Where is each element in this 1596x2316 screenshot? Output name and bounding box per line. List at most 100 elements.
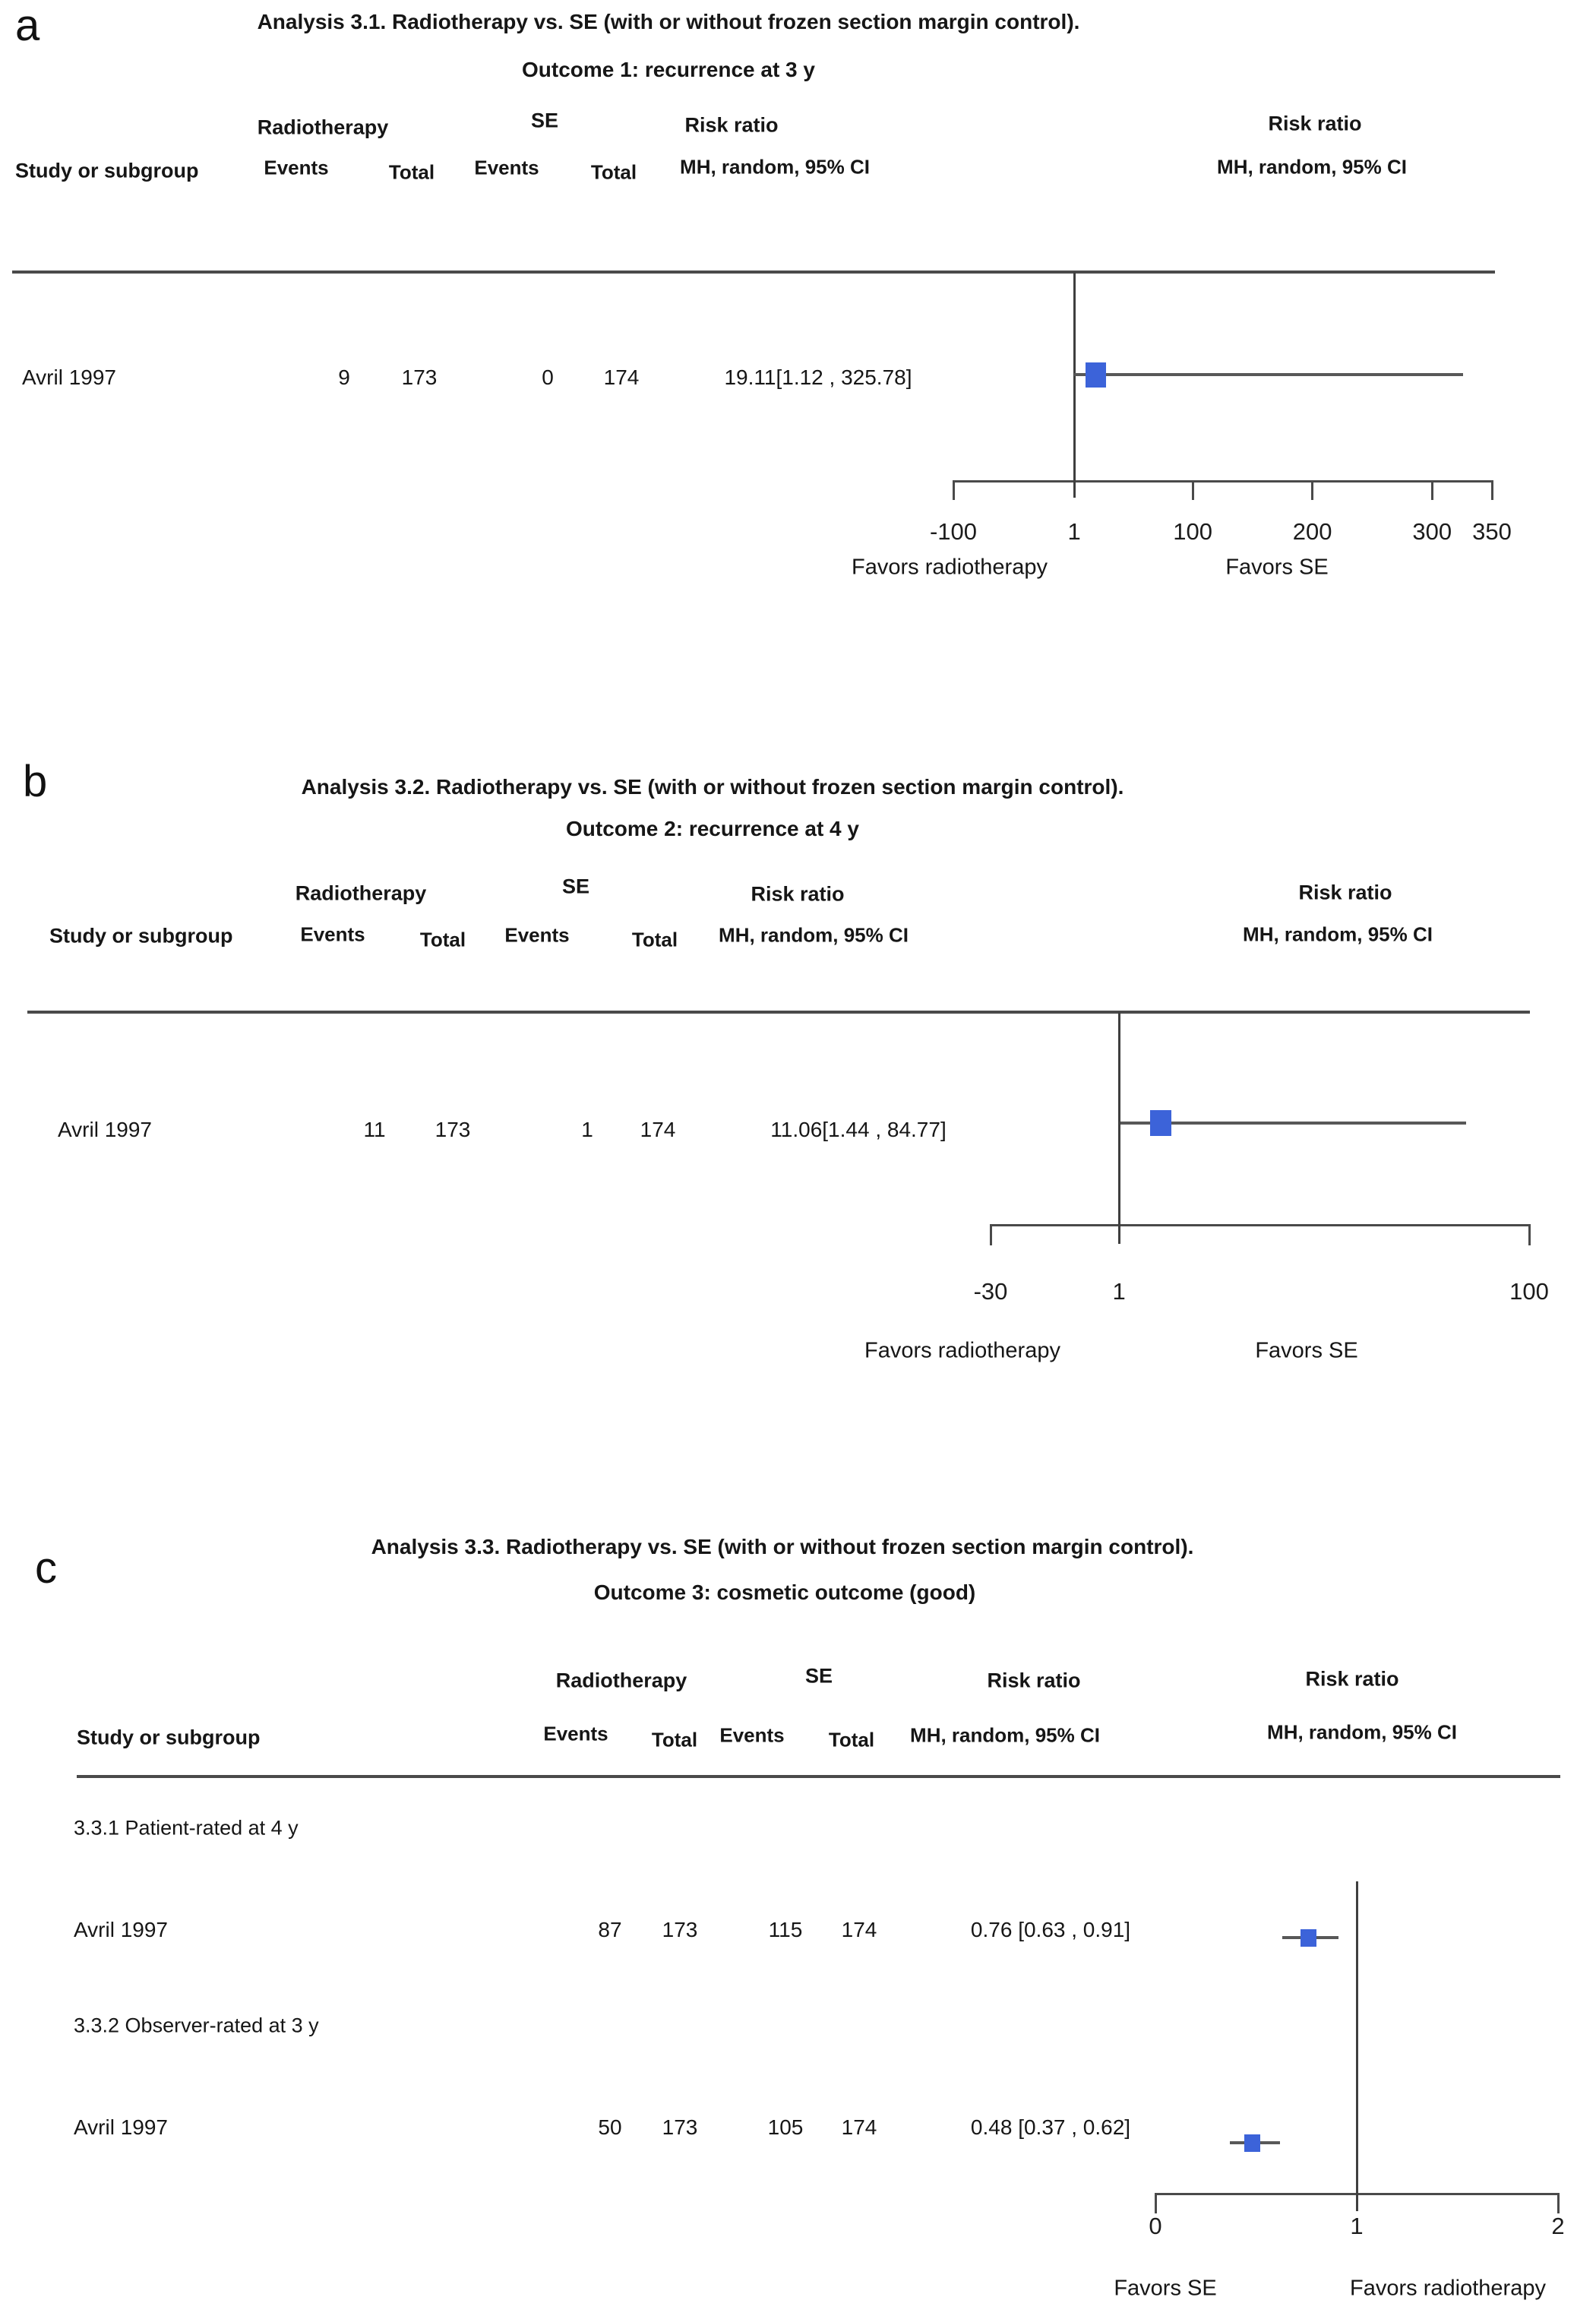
- col-header-mh-ci: MH, random, 95% CI: [680, 155, 870, 179]
- study-label: Avril 1997: [22, 365, 117, 389]
- col-header-risk-ratio: Risk ratio: [751, 882, 845, 906]
- col-header-total-1: Total: [419, 928, 466, 951]
- effect-estimate-marker: [1300, 1928, 1316, 1947]
- col-header-mh-ci: MH, random, 95% CI: [910, 1723, 1100, 1747]
- x-axis-tick-label: 1: [1067, 518, 1081, 545]
- favors-right-label: Favors radiotherapy: [1350, 2276, 1546, 2301]
- se-events-value: 115: [768, 1918, 803, 1941]
- favors-left-label: Favors radiotherapy: [864, 1338, 1060, 1363]
- panel-a-title: Analysis 3.1. Radiotherapy vs. SE (with …: [257, 10, 1080, 33]
- panel-letter-a: a: [15, 1, 40, 50]
- x-axis-tick-label: -100: [929, 518, 978, 545]
- col-header-events-1: Events: [300, 922, 365, 946]
- col-header-se: SE: [530, 109, 559, 132]
- col-header-risk-ratio: Risk ratio: [684, 113, 779, 137]
- panel-a-outcome: Outcome 1: recurrence at 3 y: [522, 58, 815, 81]
- favors-left-label: Favors SE: [1114, 2276, 1217, 2301]
- x-axis-tick-label: 1: [1350, 2213, 1364, 2239]
- favors-right-label: Favors SE: [1255, 1338, 1358, 1363]
- table-top-border: [27, 1011, 1530, 1014]
- rt-events-value: 50: [598, 2115, 622, 2139]
- x-axis-tick-label: 1: [1112, 1278, 1126, 1305]
- col-header-study: Study or subgroup: [77, 1726, 261, 1749]
- confidence-interval-line: [1074, 373, 1463, 376]
- col-header-se: SE: [561, 875, 590, 898]
- se-events-value: 1: [581, 1118, 593, 1141]
- rt-total-value: 173: [662, 2115, 698, 2139]
- col-header-risk-ratio: Risk ratio: [987, 1669, 1081, 1692]
- col-header-study: Study or subgroup: [15, 159, 199, 182]
- se-total-value: 174: [841, 1918, 877, 1941]
- x-axis-tick-label: 100: [1509, 1278, 1549, 1305]
- x-axis-tick: [1556, 2193, 1560, 2213]
- effect-estimate-marker: [1149, 1110, 1171, 1136]
- risk-ratio-value: 0.76 [0.63 , 0.91]: [970, 1918, 1131, 1941]
- study-label: Avril 1997: [74, 1918, 169, 1941]
- col-header-total-2: Total: [828, 1728, 875, 1751]
- col-header-radiotherapy: Radiotherapy: [257, 115, 389, 139]
- subgroup-label: 3.3.1 Patient-rated at 4 y: [74, 1816, 299, 1840]
- x-axis-tick: [952, 480, 955, 500]
- se-total-value: 174: [841, 2115, 877, 2139]
- panel-b-title: Analysis 3.2. Radiotherapy vs. SE (with …: [301, 775, 1124, 799]
- reference-line: [1117, 1012, 1120, 1244]
- col-header-risk-ratio-plot: Risk ratio: [1298, 881, 1392, 904]
- col-header-total-2: Total: [590, 160, 637, 184]
- x-axis-line: [991, 1224, 1529, 1226]
- col-header-radiotherapy: Radiotherapy: [555, 1669, 687, 1692]
- table-top-border: [77, 1775, 1560, 1778]
- col-header-study: Study or subgroup: [49, 924, 233, 948]
- col-header-mh-ci-plot: MH, random, 95% CI: [1243, 922, 1433, 946]
- favors-right-label: Favors SE: [1225, 555, 1329, 580]
- col-header-risk-ratio-plot: Risk ratio: [1268, 112, 1362, 135]
- col-header-events-1: Events: [264, 156, 329, 179]
- x-axis-tick-label: 300: [1412, 518, 1452, 545]
- se-events-value: 105: [767, 2115, 804, 2139]
- reference-line: [1073, 272, 1076, 498]
- x-axis-tick: [1154, 2193, 1157, 2213]
- x-axis-tick-label: 100: [1173, 518, 1212, 545]
- x-axis-tick: [989, 1224, 992, 1245]
- col-header-events-2: Events: [719, 1723, 785, 1747]
- study-label: Avril 1997: [58, 1118, 153, 1141]
- col-header-events-2: Events: [474, 156, 539, 179]
- x-axis-tick-label: 350: [1472, 518, 1512, 545]
- panel-letter-b: b: [23, 757, 48, 806]
- reference-line: [1355, 1881, 1358, 2211]
- rt-total-value: 173: [435, 1118, 471, 1141]
- x-axis-tick: [1430, 480, 1433, 500]
- rt-total-value: 173: [401, 365, 438, 389]
- col-header-se: SE: [804, 1664, 833, 1688]
- col-header-events-2: Events: [504, 923, 570, 947]
- x-axis-tick-label: 2: [1551, 2213, 1565, 2239]
- panel-b-outcome: Outcome 2: recurrence at 4 y: [566, 817, 859, 840]
- effect-estimate-marker: [1086, 362, 1107, 388]
- x-axis-line: [953, 480, 1492, 482]
- rt-events-value: 11: [363, 1118, 386, 1141]
- x-axis-tick-label: -30: [973, 1278, 1008, 1305]
- se-total-value: 174: [603, 365, 640, 389]
- rt-events-value: 9: [338, 365, 350, 389]
- col-header-total-2: Total: [631, 928, 678, 951]
- x-axis-tick: [1311, 480, 1314, 500]
- col-header-events-1: Events: [543, 1722, 608, 1745]
- panel-c-title: Analysis 3.3. Radiotherapy vs. SE (with …: [371, 1535, 1194, 1558]
- x-axis-tick: [1490, 480, 1493, 500]
- se-events-value: 0: [542, 365, 554, 389]
- col-header-mh-ci-plot: MH, random, 95% CI: [1217, 155, 1407, 179]
- col-header-total-1: Total: [651, 1728, 698, 1751]
- col-header-risk-ratio-plot: Risk ratio: [1305, 1667, 1399, 1691]
- col-header-radiotherapy: Radiotherapy: [295, 881, 427, 905]
- x-axis-tick: [1528, 1224, 1531, 1245]
- rt-total-value: 173: [662, 1918, 698, 1941]
- col-header-mh-ci-plot: MH, random, 95% CI: [1267, 1720, 1457, 1744]
- x-axis-tick-label: 0: [1149, 2213, 1162, 2239]
- panel-letter-c: c: [35, 1543, 57, 1593]
- confidence-interval-line: [1120, 1122, 1466, 1125]
- risk-ratio-value: 0.48 [0.37 , 0.62]: [970, 2115, 1131, 2139]
- x-axis-tick: [1191, 480, 1194, 500]
